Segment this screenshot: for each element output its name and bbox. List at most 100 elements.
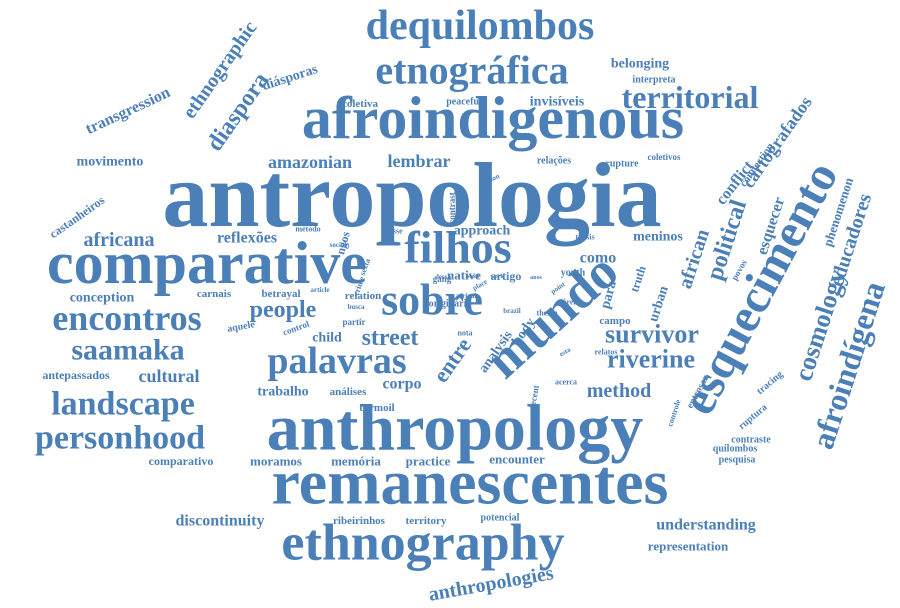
word-cloud-word: belonging	[611, 57, 669, 72]
word-cloud-word: landscape	[51, 386, 195, 423]
word-cloud-word: corpo	[382, 376, 421, 393]
word-cloud-word: esse	[389, 227, 403, 236]
word-cloud-word: busca	[347, 303, 365, 311]
word-cloud-word: article	[310, 286, 329, 294]
word-cloud-word: representation	[648, 539, 729, 554]
word-cloud-word: trabalho	[257, 385, 308, 400]
word-cloud-word: afroindigenous	[302, 85, 684, 151]
word-cloud-word: etnográfica	[375, 48, 568, 93]
word-cloud-word: meninos	[633, 230, 683, 245]
word-cloud-word: memória	[331, 454, 381, 469]
word-cloud-word: coletiva	[342, 98, 379, 110]
word-cloud-word: rupture	[605, 159, 639, 170]
word-cloud-word: interpreta	[632, 75, 675, 86]
word-cloud-word: para	[598, 280, 620, 311]
word-cloud-word: ribeirinhos	[333, 515, 386, 527]
word-cloud-word: dessa	[435, 273, 451, 281]
word-cloud-word: social	[330, 241, 347, 249]
word-cloud-word: quilombos	[713, 444, 758, 455]
word-cloud-word: relações	[537, 156, 571, 167]
word-cloud-word: comparative	[47, 230, 367, 296]
word-cloud-word: encontros	[52, 298, 201, 338]
word-cloud-word: amazonian	[268, 152, 352, 172]
word-cloud-word: native	[447, 268, 481, 283]
word-cloud-word: relatos	[595, 348, 618, 357]
word-cloud-word: pesquisa	[719, 455, 756, 466]
word-cloud-word: artigo	[491, 269, 522, 283]
word-cloud-word: filhos	[404, 222, 511, 273]
word-cloud-word: child	[312, 331, 342, 346]
word-cloud-word: ngos	[333, 230, 353, 256]
word-cloud-word: tracing	[755, 369, 785, 397]
word-cloud-word: approach	[454, 224, 511, 239]
word-cloud-word: método	[295, 225, 320, 234]
word-cloud-word: análises	[330, 386, 367, 398]
word-cloud-word: urban	[646, 284, 672, 324]
word-cloud-word: riverine	[607, 345, 695, 374]
word-cloud-word: thesis	[575, 233, 594, 242]
word-cloud-word: aquele	[226, 319, 256, 335]
word-cloud-word: betrayal	[261, 288, 300, 300]
word-cloud-word: como	[580, 250, 616, 267]
word-cloud-word: peaceful	[446, 97, 482, 108]
word-cloud-word: territory	[406, 515, 447, 527]
word-cloud-word: discontinuity	[176, 513, 265, 530]
word-cloud-word: esta	[558, 345, 573, 358]
word-cloud-word: potencial	[481, 513, 520, 524]
word-cloud-word: saamaka	[71, 334, 184, 367]
word-cloud-word: africana	[83, 229, 154, 251]
word-cloud-word: contrast	[447, 192, 457, 224]
word-cloud-word: moramos	[250, 454, 302, 469]
word-cloud-word: invisíveis	[530, 95, 585, 110]
word-cloud-word: turmoil	[359, 402, 394, 414]
word-cloud-word: coletivos	[648, 152, 681, 162]
word-cloud-word: recent	[527, 384, 541, 409]
word-cloud-word: anthropology	[267, 392, 644, 465]
word-cloud-word: acerca	[555, 378, 577, 387]
word-cloud-word: gang	[433, 274, 452, 284]
word-cloud-word: encounter	[489, 452, 545, 467]
word-cloud-word: truth	[627, 264, 649, 294]
word-cloud-word: conception	[70, 291, 135, 306]
word-cloud-word: nota	[457, 329, 472, 338]
word-cloud-word: comparativo	[149, 454, 214, 468]
word-cloud-word: partir	[343, 317, 366, 327]
word-cloud-word: remanescentes	[272, 447, 669, 518]
word-cloud-word: entre	[428, 333, 476, 387]
word-cloud-word: scott	[467, 274, 479, 280]
word-cloud-word: palavras	[267, 340, 406, 382]
word-cloud-word: people	[250, 297, 317, 323]
word-cloud-word: antepassados	[42, 368, 110, 382]
word-cloud-word: work	[490, 274, 504, 280]
word-cloud-word: cultural	[139, 366, 200, 386]
word-cloud-word: anos	[530, 275, 542, 281]
word-cloud-word: ruptura	[736, 402, 769, 432]
word-cloud-word: practice	[406, 454, 451, 469]
word-cloud-word: área	[563, 298, 578, 307]
word-cloud-word: youth	[561, 268, 586, 279]
word-cloud-word: brazil	[503, 307, 521, 315]
word-cloud-word: reflexões	[217, 230, 277, 247]
word-cloud-word: survivor	[605, 320, 699, 349]
word-cloud-word: understanding	[656, 517, 756, 534]
word-cloud-word: arrival	[456, 292, 477, 300]
word-cloud-word: theme	[537, 309, 558, 318]
word-cloud-word: campo	[599, 315, 631, 327]
word-cloud-word: movimento	[77, 155, 144, 170]
word-cloud-word: transgression	[83, 84, 173, 138]
word-cloud-word: personhood	[35, 420, 205, 457]
word-cloud-word: relation	[345, 290, 381, 302]
word-cloud-word: antropologia	[162, 144, 661, 246]
word-cloud-word: originária	[429, 299, 472, 310]
word-cloud-word: dequilombos	[366, 3, 595, 49]
word-cloud-word: ethnography	[281, 515, 564, 572]
word-cloud-word: carnais	[197, 288, 232, 300]
word-cloud-word: lembrar	[388, 151, 451, 171]
word-cloud-word: controle	[665, 398, 682, 428]
word-cloud-word: sobre	[381, 276, 483, 325]
word-cloud-word: street	[362, 325, 419, 351]
word-cloud-word: territorial	[622, 79, 759, 115]
word-cloud-word: contraste	[731, 435, 771, 446]
